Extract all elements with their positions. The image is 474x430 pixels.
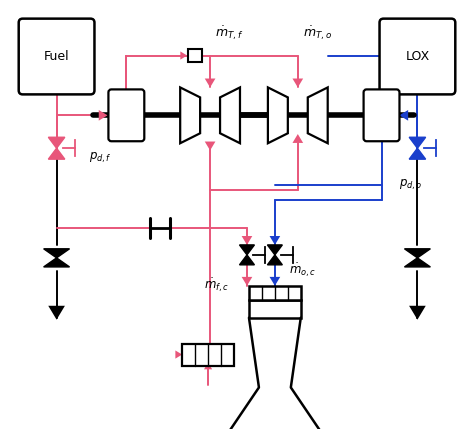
FancyBboxPatch shape <box>380 18 456 95</box>
Text: $p_{d,o}$: $p_{d,o}$ <box>400 178 423 192</box>
FancyBboxPatch shape <box>109 89 144 141</box>
Polygon shape <box>268 87 288 143</box>
Polygon shape <box>267 245 283 255</box>
Polygon shape <box>180 87 200 143</box>
Polygon shape <box>404 249 430 258</box>
Polygon shape <box>220 87 240 143</box>
Bar <box>188 49 202 62</box>
Polygon shape <box>48 137 65 148</box>
Bar <box>182 344 234 365</box>
Text: LOX: LOX <box>405 50 429 63</box>
Polygon shape <box>308 87 328 143</box>
Text: Fuel: Fuel <box>44 50 69 63</box>
Polygon shape <box>44 258 70 267</box>
Polygon shape <box>239 245 255 255</box>
FancyBboxPatch shape <box>364 89 400 141</box>
Text: $\dot{m}_{T,o}$: $\dot{m}_{T,o}$ <box>303 24 332 42</box>
Polygon shape <box>404 258 430 267</box>
Polygon shape <box>239 255 255 265</box>
Text: $\dot{m}_{T,f}$: $\dot{m}_{T,f}$ <box>215 24 243 42</box>
Text: $\dot{m}_{o,c}$: $\dot{m}_{o,c}$ <box>289 261 316 279</box>
Bar <box>249 300 301 318</box>
Polygon shape <box>409 137 426 148</box>
FancyBboxPatch shape <box>18 18 94 95</box>
Polygon shape <box>409 148 426 159</box>
Text: $\dot{m}_{f,c}$: $\dot{m}_{f,c}$ <box>204 276 229 294</box>
Polygon shape <box>267 255 283 265</box>
Bar <box>249 286 301 300</box>
Text: $p_{d,f}$: $p_{d,f}$ <box>89 151 111 165</box>
Polygon shape <box>48 148 65 159</box>
Polygon shape <box>44 249 70 258</box>
